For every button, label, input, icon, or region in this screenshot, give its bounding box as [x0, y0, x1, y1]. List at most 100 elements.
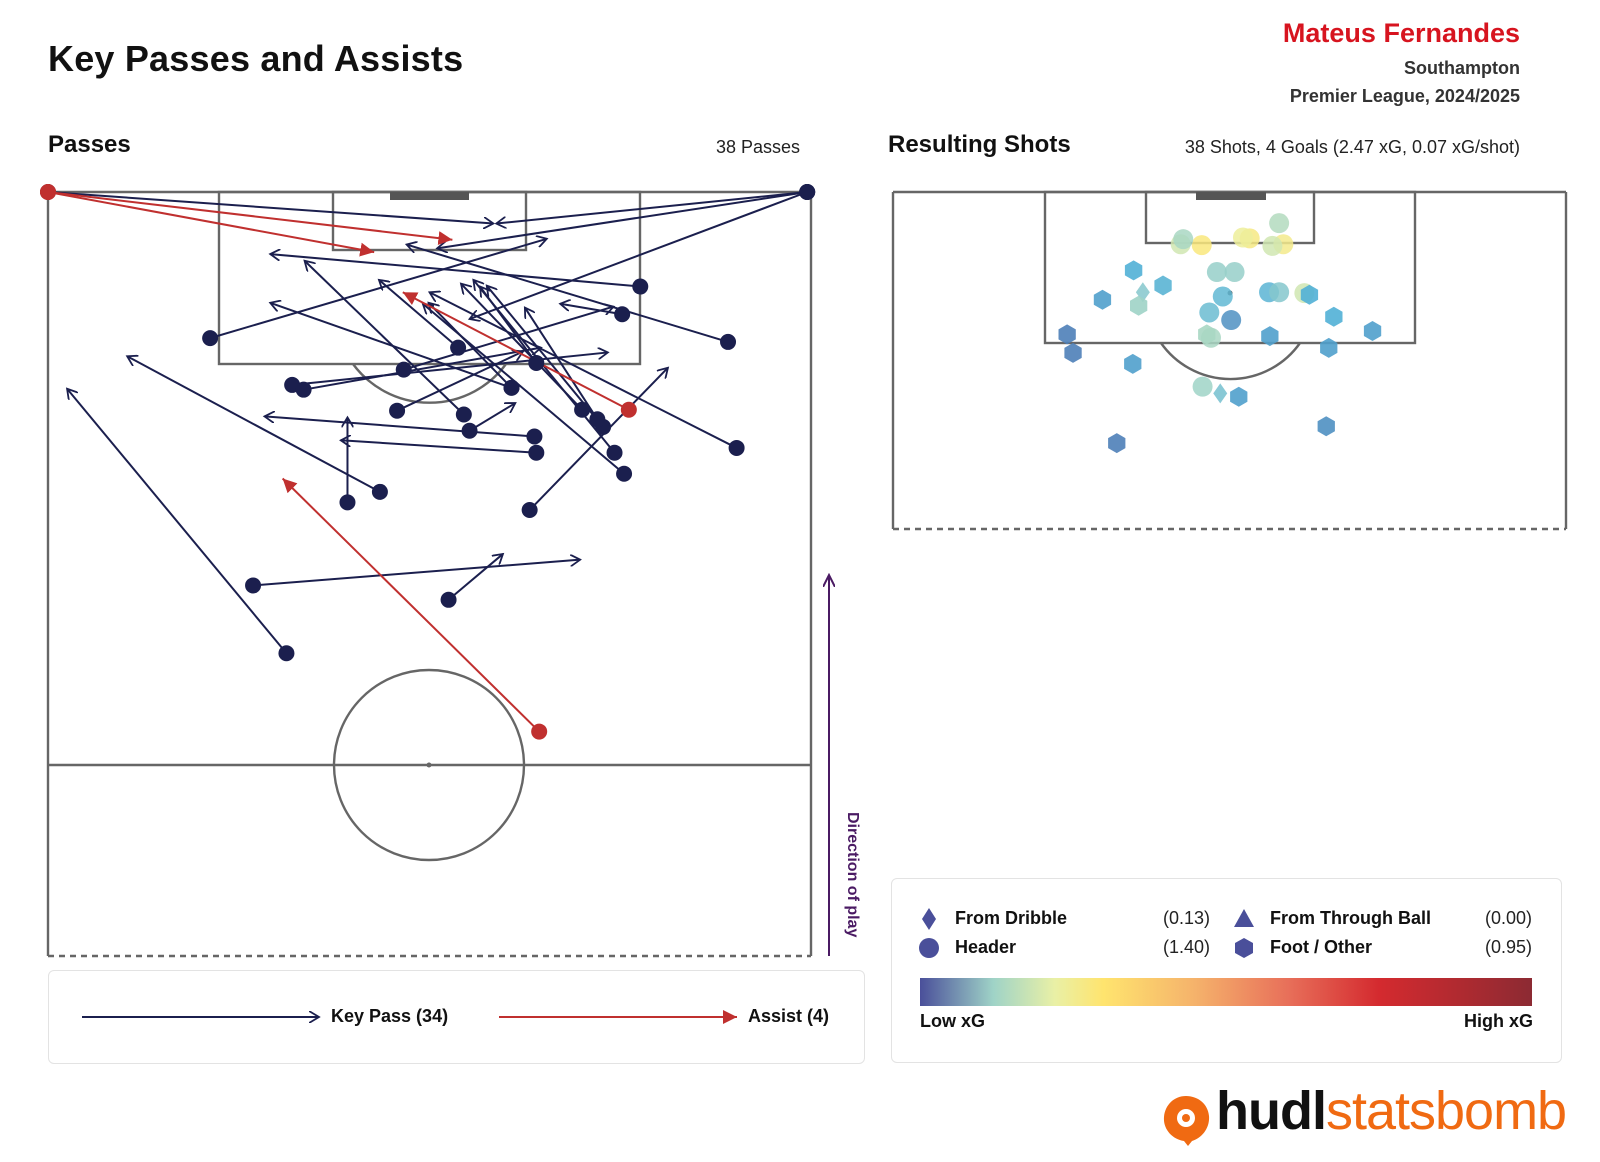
key-pass-line: [525, 308, 599, 420]
foot-shot-marker: [1261, 326, 1279, 347]
pass-layer: [40, 184, 816, 740]
foot-shot-marker: [1325, 306, 1343, 327]
key-pass-line: [305, 261, 465, 416]
key-pass-origin: [339, 494, 356, 511]
key-pass-line: [407, 245, 729, 343]
foot-shot-marker: [1108, 433, 1126, 454]
dribble-shot-marker: [1213, 383, 1228, 404]
key-pass-origin: [461, 422, 478, 439]
header-shot-marker: [1269, 282, 1290, 303]
shot-layer: [1058, 213, 1382, 454]
centre-spot: [426, 762, 432, 768]
shots-summary-label: 38 Shots, 4 Goals (2.47 xG, 0.07 xG/shot…: [1184, 137, 1520, 157]
key-pass-origin: [295, 381, 312, 398]
foot-shot-marker: [1058, 324, 1076, 345]
statsbomb-logo-text: hudlstatsbomb: [1216, 1080, 1567, 1142]
key-pass-line: [396, 351, 523, 412]
dribble-icon: [922, 908, 936, 930]
header-shot-marker: [1262, 235, 1283, 256]
foot-shot-marker: [1124, 353, 1142, 374]
foot-shot-marker: [1093, 289, 1112, 310]
key-pass-origin: [616, 465, 633, 482]
key-pass-origin: [521, 502, 538, 519]
foot-shot-marker: [1130, 295, 1148, 316]
through-ball-legend-label: From Through Ball: [1270, 908, 1431, 928]
key-pass-line: [127, 356, 381, 493]
assist-line: [47, 191, 375, 257]
through-ball-icon: [1234, 909, 1254, 927]
key-pass-origin: [606, 444, 623, 461]
key-pass-line: [423, 304, 625, 475]
low-xg-label: Low xG: [920, 1011, 986, 1031]
key-pass-origin: [245, 577, 262, 594]
foot-shot-marker: [1300, 284, 1319, 305]
player-name: Mateus Fernandes: [1282, 18, 1520, 48]
six-yard-box: [331, 190, 528, 252]
pass-legend: Key Pass (34) Assist (4): [48, 970, 865, 1064]
header-shot-marker: [1191, 235, 1212, 256]
key-pass-line: [437, 191, 808, 248]
key-pass-line: [67, 389, 288, 654]
passes-count-label: 38 Passes: [715, 137, 800, 157]
dribble-legend-label: From Dribble: [955, 908, 1068, 928]
key-pass-origin: [389, 402, 406, 419]
assist-line: [281, 477, 540, 733]
key-pass-line: [447, 554, 503, 601]
assist-origin: [531, 723, 548, 740]
key-pass-line: [47, 191, 493, 224]
pass-legend-arrows: [82, 1010, 737, 1024]
key-pass-origin: [589, 411, 606, 428]
header-shot-marker: [1224, 262, 1245, 283]
key-pass-line: [379, 280, 459, 349]
key-pass-line: [292, 352, 608, 386]
key-pass-origin: [371, 483, 388, 500]
key-pass-origin: [202, 330, 219, 347]
key-pass-line: [403, 307, 614, 371]
assist-legend-label: Assist (4): [748, 1006, 830, 1026]
through-ball-legend-value: (0.00): [1484, 908, 1532, 928]
assist-origin: [40, 184, 56, 200]
competition-label: Premier League, 2024/2025: [1289, 86, 1520, 106]
key-pass-origin: [278, 645, 295, 662]
key-pass-origin: [799, 184, 816, 200]
key-pass-origin: [528, 444, 545, 461]
header-shot-marker: [1199, 302, 1220, 323]
foot-icon: [1235, 938, 1253, 958]
header-legend-value: (1.40): [1162, 937, 1210, 957]
assist-origin: [620, 401, 637, 418]
shots-pitch: [891, 190, 1568, 531]
key-pass-origin: [720, 333, 737, 350]
foot-shot-marker: [1154, 275, 1172, 296]
header-shot-marker: [1269, 213, 1290, 234]
key-pass-legend-label: Key Pass (34): [331, 1006, 449, 1026]
key-pass-line: [528, 368, 668, 511]
shots-panel-title: Resulting Shots: [888, 131, 1071, 158]
page-title: Key Passes and Assists: [48, 38, 464, 79]
header-shot-marker: [1212, 286, 1233, 307]
key-pass-line: [470, 191, 808, 319]
foot-shot-marker: [1064, 342, 1082, 363]
foot-shot-marker: [1363, 321, 1382, 341]
logo-hudl: hudl: [1216, 1081, 1327, 1141]
key-pass-origin: [614, 306, 631, 323]
passes-panel-title: Passes: [48, 131, 131, 158]
foot-shot-marker: [1124, 260, 1143, 281]
header-shot-marker: [1221, 310, 1242, 331]
shot-legend: From Dribble (0.13) Header (1.40) From T…: [891, 878, 1562, 1063]
foot-legend-value: (0.95): [1484, 937, 1532, 957]
foot-shot-marker: [1317, 416, 1335, 437]
key-pass-origin: [528, 354, 545, 371]
header-shot-marker: [1232, 227, 1253, 248]
header-shot-marker: [1192, 376, 1213, 397]
xg-colour-scale: [920, 978, 1532, 1006]
key-pass-origin: [450, 339, 467, 356]
foot-legend-label: Foot / Other: [1270, 937, 1372, 957]
key-pass-origin: [728, 439, 745, 456]
dribble-legend-value: (0.13): [1162, 908, 1210, 928]
key-pass-line: [496, 191, 808, 224]
key-pass-line: [430, 292, 738, 449]
foot-shot-marker: [1198, 324, 1216, 345]
key-pass-origin: [455, 406, 472, 423]
header-shot-marker: [1173, 229, 1194, 250]
